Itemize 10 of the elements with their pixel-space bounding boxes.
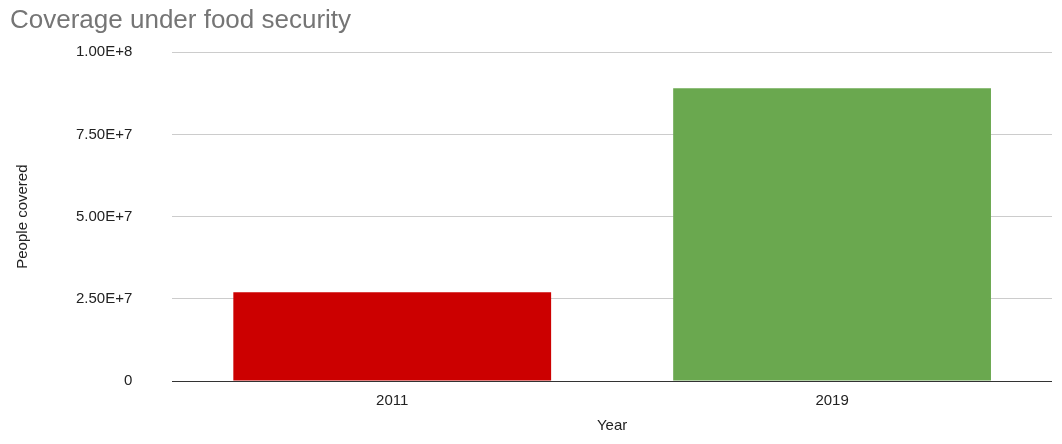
x-tick-label: 2011 [376, 391, 409, 409]
x-tick-label: 2019 [815, 391, 849, 409]
y-tick-label: 1.00E+8 [75, 42, 133, 60]
y-axis-title: People covered [13, 164, 31, 269]
chart-title: Coverage under food security [10, 3, 352, 34]
y-tick-label: 7.50E+7 [75, 124, 133, 142]
y-tick-label: 0 [123, 371, 133, 389]
y-tick-label: 5.00E+7 [75, 206, 133, 224]
x-axis-title: Year [596, 416, 628, 434]
y-tick-label: 2.50E+7 [75, 288, 133, 306]
